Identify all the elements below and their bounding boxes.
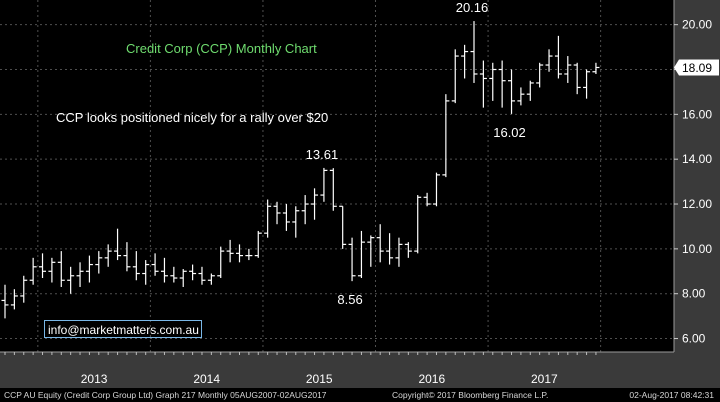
- ohlc-bar: [104, 244, 112, 267]
- ohlc-bar: [301, 195, 309, 225]
- ohlc-bar: [376, 224, 384, 263]
- x-tick-label: 2014: [193, 372, 220, 386]
- y-tick-label: 10.00: [682, 242, 712, 256]
- ohlc-bar: [311, 188, 319, 220]
- ohlc-bar: [76, 262, 84, 287]
- ohlc-bar: [564, 56, 572, 83]
- ohlc-bar: [282, 204, 290, 231]
- x-tick-label: 2016: [418, 372, 445, 386]
- ohlc-bar: [1, 284, 9, 319]
- email-link[interactable]: info@marketmatters.com.au: [44, 320, 202, 338]
- ohlc-bar: [479, 60, 487, 108]
- ohlc-bar: [592, 62, 600, 74]
- ohlc-bar: [254, 230, 262, 258]
- ohlc-bar: [95, 251, 103, 274]
- y-tick-label: 20.00: [682, 18, 712, 32]
- ohlc-bar: [273, 201, 281, 225]
- ohlc-bar: [498, 60, 506, 108]
- ohlc-bar: [583, 69, 591, 99]
- ohlc-bar: [395, 237, 403, 267]
- ohlc-bar: [545, 49, 553, 72]
- last-price-label: 18.09: [682, 61, 712, 75]
- ohlc-bar: [526, 80, 534, 101]
- ohlc-bar: [198, 266, 206, 285]
- ohlc-bar: [442, 94, 450, 178]
- footer-security-info: CCP AU Equity (Credit Corp Group Ltd) Gr…: [4, 390, 327, 400]
- ohlc-bar: [451, 49, 459, 104]
- y-tick-label: 6.00: [682, 332, 706, 346]
- ohlc-bar: [573, 62, 581, 95]
- y-tick-label: 12.00: [682, 197, 712, 211]
- price-labels: 20.16 13.61 8.56 16.02: [306, 0, 526, 307]
- ohlc-bar: [10, 289, 18, 310]
- ohlc-bar: [404, 242, 412, 258]
- ohlc-bar: [470, 21, 478, 83]
- ohlc-bar: [57, 251, 65, 287]
- x-tick-label: 2013: [81, 372, 108, 386]
- ohlc-bars: [1, 21, 600, 319]
- price-label: 13.61: [306, 147, 339, 162]
- ohlc-bar: [151, 253, 159, 276]
- y-tick-label: 14.00: [682, 152, 712, 166]
- ohlc-bar: [517, 87, 525, 106]
- ohlc-bar: [348, 237, 356, 282]
- ohlc-bar: [132, 251, 140, 281]
- ohlc-bar: [236, 244, 243, 263]
- ohlc-bar: [189, 264, 197, 281]
- price-label: 16.02: [493, 125, 526, 140]
- ohlc-bar: [554, 35, 562, 79]
- ohlc-bar: [123, 242, 131, 272]
- chart-title: Credit Corp (CCP) Monthly Chart: [126, 41, 317, 56]
- ohlc-bar: [160, 257, 168, 283]
- y-axis: 6.008.0010.0012.0014.0016.0018.0020.0018…: [673, 0, 720, 388]
- ohlc-bar: [329, 168, 337, 211]
- ohlc-bar: [264, 199, 272, 238]
- ohlc-bar: [142, 260, 150, 285]
- ohlc-bar: [114, 228, 122, 261]
- last-price-tag: [674, 59, 719, 76]
- ohlc-bar: [85, 255, 93, 283]
- footer-copyright: Copyright© 2017 Bloomberg Finance L.P.: [392, 390, 549, 400]
- price-label: 8.56: [337, 292, 362, 307]
- ohlc-bar: [226, 239, 234, 263]
- price-label: 20.16: [456, 0, 489, 15]
- x-tick-label: 2015: [306, 372, 333, 386]
- y-tick-label: 16.00: [682, 107, 712, 121]
- ohlc-bar: [414, 195, 422, 254]
- ohlc-bar: [179, 269, 187, 287]
- ohlc-bar: [292, 206, 300, 238]
- ohlc-bar: [489, 62, 497, 101]
- ohlc-bar: [207, 273, 215, 285]
- ohlc-bar: [357, 230, 365, 279]
- x-tick-label: 2017: [531, 372, 558, 386]
- ohlc-bar: [461, 44, 469, 79]
- ohlc-bar: [432, 172, 440, 207]
- y-axis-panel: [674, 0, 720, 388]
- ohlc-bar: [29, 257, 37, 285]
- x-axis-panel: [0, 352, 674, 388]
- chart-comment: CCP looks positioned nicely for a rally …: [56, 110, 329, 125]
- ohlc-bar: [536, 62, 544, 88]
- y-tick-label: 8.00: [682, 287, 706, 301]
- ohlc-bar: [170, 266, 178, 283]
- chart-footer: CCP AU Equity (Credit Corp Group Ltd) Gr…: [0, 388, 720, 402]
- ohlc-bar: [48, 257, 56, 283]
- ohlc-bar: [367, 235, 375, 267]
- ohlc-bar: [20, 275, 28, 303]
- ohlc-bar: [508, 69, 516, 114]
- ohlc-bar: [217, 246, 225, 279]
- ohlc-bar: [320, 167, 328, 202]
- chart-grid: [0, 0, 674, 388]
- ohlc-bar: [386, 233, 394, 265]
- x-axis: 2013 2014 2015 2016 2017: [0, 351, 674, 388]
- ohlc-bar: [423, 192, 431, 207]
- ohlc-bar: [39, 253, 47, 279]
- ohlc-bar: [67, 266, 75, 294]
- ohlc-bar: [339, 205, 347, 249]
- ohlc-bar: [245, 248, 253, 261]
- footer-timestamp: 02-Aug-2017 08:42:31: [629, 390, 714, 400]
